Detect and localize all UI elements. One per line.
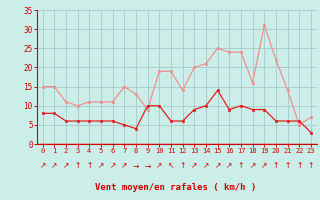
Text: ↑: ↑ xyxy=(238,161,244,170)
Text: ↗: ↗ xyxy=(214,161,221,170)
Text: ↗: ↗ xyxy=(226,161,233,170)
Text: ↗: ↗ xyxy=(191,161,197,170)
Text: ↗: ↗ xyxy=(250,161,256,170)
Text: ↑: ↑ xyxy=(180,161,186,170)
Text: →: → xyxy=(144,161,151,170)
Text: ↗: ↗ xyxy=(109,161,116,170)
Text: ↗: ↗ xyxy=(63,161,69,170)
Text: ↖: ↖ xyxy=(168,161,174,170)
Text: ↗: ↗ xyxy=(39,161,46,170)
Text: ↗: ↗ xyxy=(121,161,127,170)
Text: ↑: ↑ xyxy=(75,161,81,170)
Text: ↑: ↑ xyxy=(284,161,291,170)
Text: →: → xyxy=(133,161,139,170)
Text: ↑: ↑ xyxy=(308,161,314,170)
Text: ↗: ↗ xyxy=(156,161,163,170)
Text: ↑: ↑ xyxy=(296,161,302,170)
Text: ↗: ↗ xyxy=(203,161,209,170)
Text: Vent moyen/en rafales ( km/h ): Vent moyen/en rafales ( km/h ) xyxy=(95,183,257,192)
Text: ↗: ↗ xyxy=(261,161,268,170)
Text: ↑: ↑ xyxy=(86,161,92,170)
Text: ↗: ↗ xyxy=(51,161,58,170)
Text: ↑: ↑ xyxy=(273,161,279,170)
Text: ↗: ↗ xyxy=(98,161,104,170)
